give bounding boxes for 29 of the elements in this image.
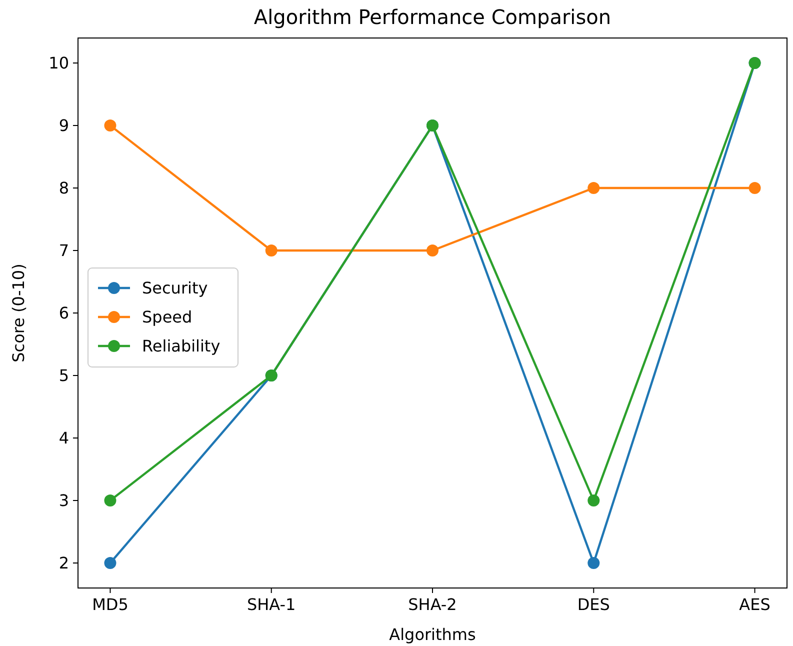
point [588, 182, 600, 194]
point [588, 557, 600, 569]
x-tick-label: SHA-2 [408, 595, 457, 614]
y-tick-label: 9 [58, 116, 69, 136]
point [748, 182, 761, 194]
legend-label: Reliability [142, 336, 220, 356]
point [104, 494, 116, 506]
x-tick-label: AES [739, 595, 770, 614]
chart-title: Algorithm Performance Comparison [254, 5, 612, 29]
y-axis-title: Score (0-10) [9, 264, 28, 362]
point [588, 494, 600, 506]
point [104, 557, 116, 569]
point [265, 244, 278, 256]
legend-label: Speed [142, 308, 192, 327]
x-tick-label: SHA-1 [246, 595, 296, 614]
point [104, 120, 116, 132]
x-axis-title: Algorithms [389, 625, 476, 644]
y-tick-label: 7 [58, 241, 69, 260]
legend-label: Security [142, 278, 208, 298]
y-tick-label: 8 [58, 178, 69, 198]
y-tick-label: 3 [58, 491, 69, 510]
y-tick-label: 10 [48, 54, 69, 73]
point [426, 244, 438, 256]
x-tick-label: DES [577, 595, 610, 614]
y-tick-label: 5 [58, 366, 69, 386]
y-tick-label: 6 [58, 304, 69, 323]
y-tick-label: 2 [58, 554, 69, 573]
x-tick-label: MD5 [92, 595, 128, 614]
y-tick-label: 4 [58, 428, 69, 448]
